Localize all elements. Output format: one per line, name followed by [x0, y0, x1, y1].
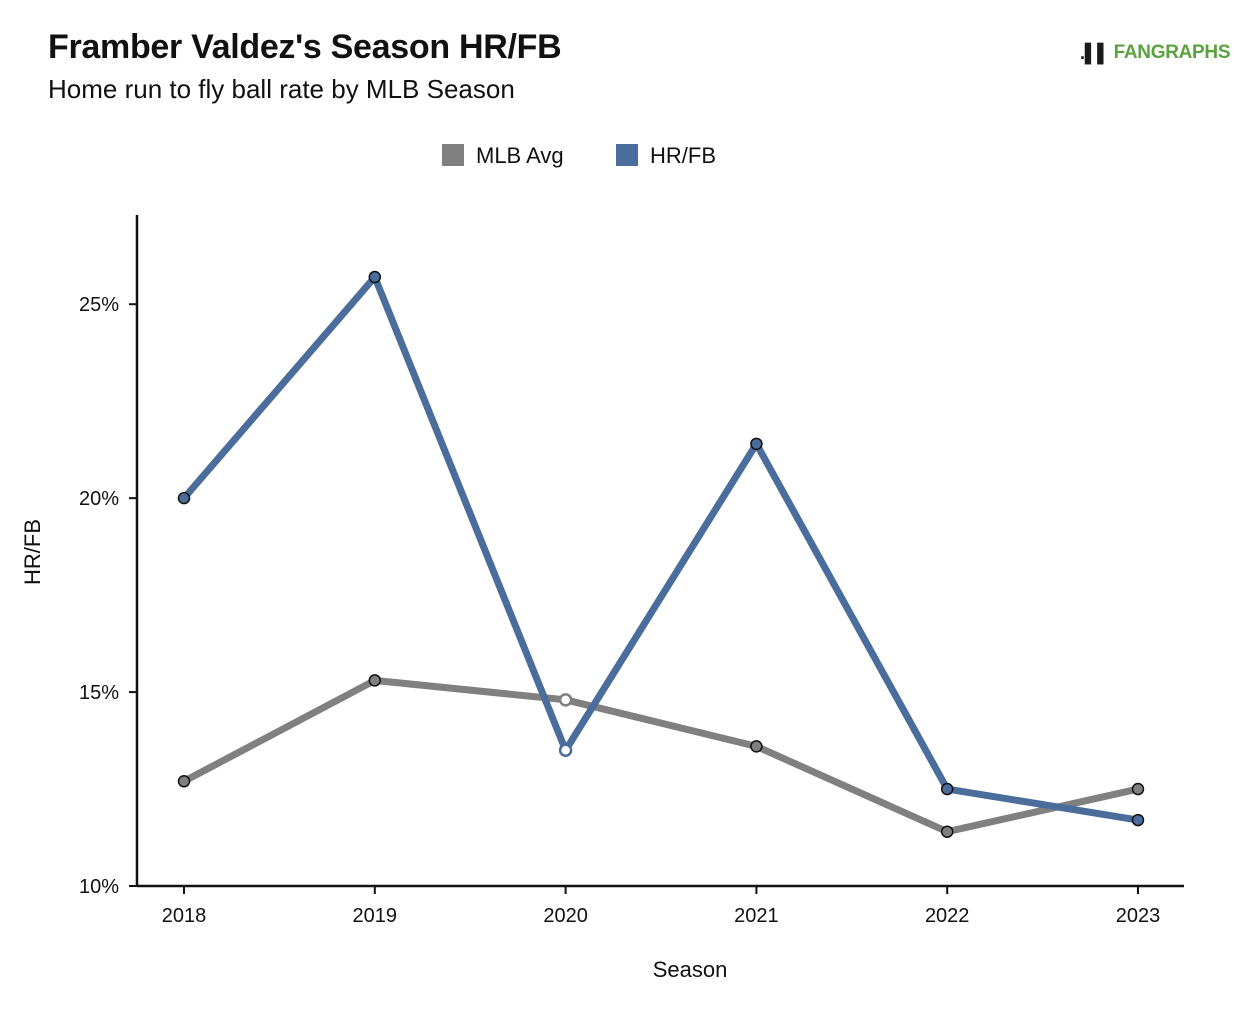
y-axis-title: HR/FB	[20, 519, 45, 585]
batter-icon: .▌▌	[1080, 42, 1110, 63]
legend: MLB Avg HR/FB	[442, 143, 716, 168]
legend-label: HR/FB	[650, 143, 716, 168]
x-tick-label: 2018	[162, 905, 207, 927]
x-tick-label: 2023	[1116, 905, 1161, 927]
legend-item[interactable]: HR/FB	[616, 143, 716, 168]
chart-title: Framber Valdez's Season HR/FB	[48, 28, 562, 66]
series-line	[180, 676, 1142, 836]
legend-label: MLB Avg	[476, 143, 564, 168]
data-point[interactable]	[750, 740, 763, 753]
y-tick-label: 15%	[79, 682, 119, 704]
data-point[interactable]	[368, 270, 382, 284]
legend-swatch	[616, 144, 638, 166]
x-axis-title: Season	[653, 957, 728, 982]
y-tick-label: 20%	[79, 488, 119, 510]
data-point[interactable]	[368, 674, 382, 687]
data-point[interactable]	[1131, 813, 1145, 827]
data-point-2020[interactable]	[558, 693, 573, 707]
axes: 10% 15% 20% 25% 2018 2019 2020 2021 2022 2023	[79, 215, 1184, 927]
x-tick-label: 2019	[353, 905, 398, 927]
logo-text: FANGRAPHS	[1113, 42, 1231, 63]
data-point[interactable]	[940, 782, 954, 796]
legend-item[interactable]: MLB Avg	[442, 143, 564, 168]
y-tick-label: 25%	[79, 294, 119, 316]
data-point[interactable]	[177, 491, 191, 505]
x-tick-label: 2022	[925, 905, 970, 927]
data-point[interactable]	[750, 437, 763, 451]
data-point[interactable]	[177, 775, 191, 788]
data-point[interactable]	[940, 825, 954, 838]
legend-swatch	[442, 144, 464, 166]
series-layer	[177, 270, 1145, 838]
y-tick-label: 10%	[79, 876, 119, 898]
chart-subtitle: Home run to fly ball rate by MLB Season	[48, 74, 515, 104]
x-tick-label: 2021	[734, 905, 779, 927]
data-point[interactable]	[1131, 782, 1145, 796]
x-tick-label: 2020	[543, 905, 588, 927]
series-line	[180, 273, 1142, 824]
data-point-2020[interactable]	[558, 743, 573, 757]
fangraphs-logo[interactable]: .▌▌ FANGRAPHS	[1080, 42, 1231, 64]
